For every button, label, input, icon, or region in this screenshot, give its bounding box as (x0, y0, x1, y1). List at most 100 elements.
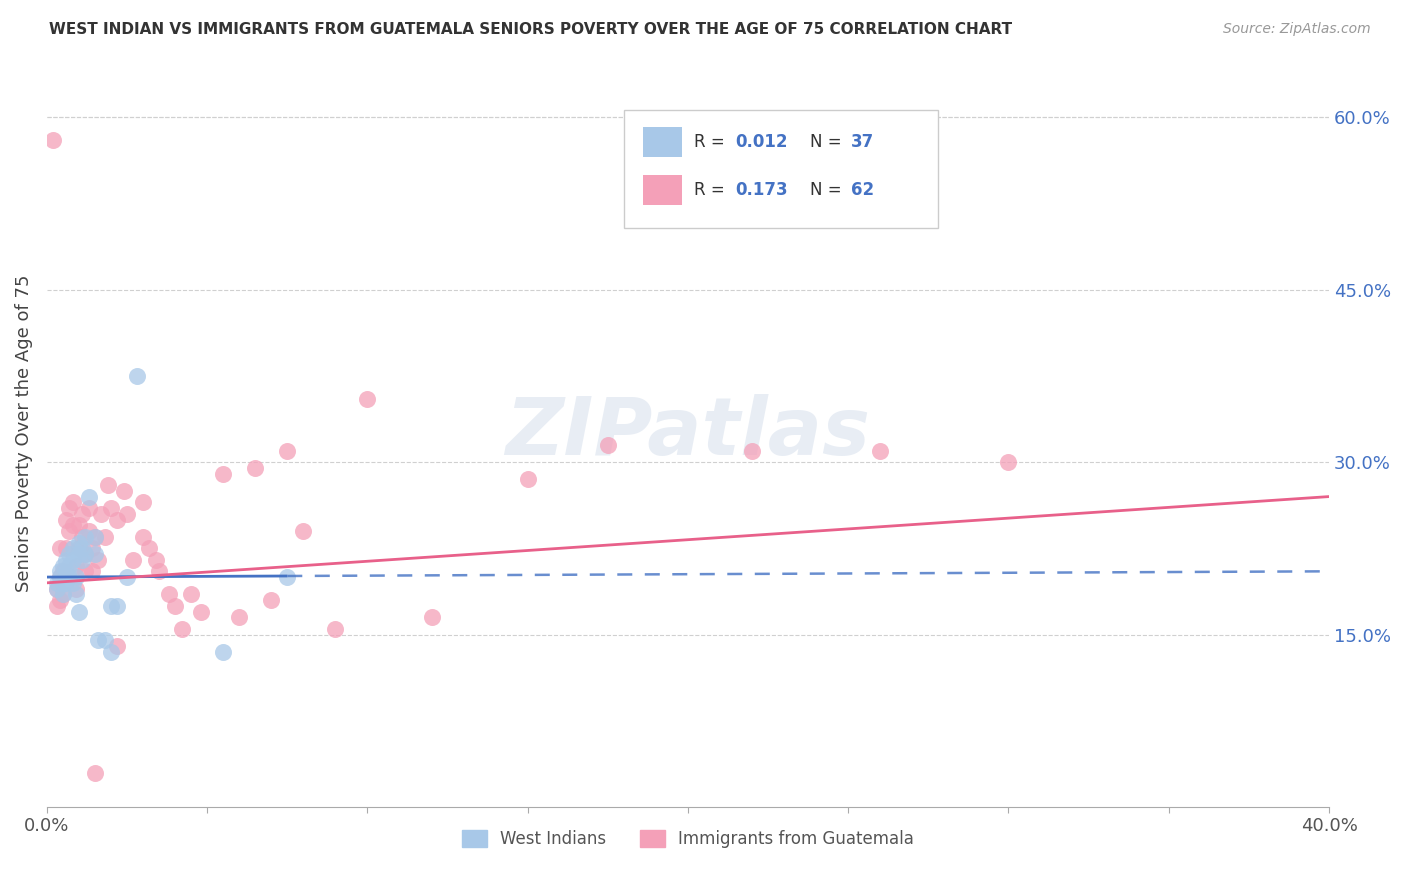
Point (84, 530, 107, 544)
Point (260, 593, 283, 607)
Point (107, 639, 129, 653)
Point (138, 541, 160, 556)
Point (245, 460, 267, 475)
Point (122, 553, 145, 567)
Point (75, 547, 97, 561)
Point (148, 564, 170, 578)
Point (75, 564, 97, 578)
Point (62, 541, 84, 556)
Text: Source: ZipAtlas.com: Source: ZipAtlas.com (1223, 22, 1371, 37)
FancyBboxPatch shape (624, 110, 938, 227)
Point (125, 368, 148, 383)
Point (741, 443, 763, 458)
Point (145, 553, 167, 567)
Point (52, 587, 75, 601)
Point (55, 575, 77, 590)
Point (157, 587, 180, 601)
Text: R =: R = (695, 181, 730, 200)
Point (65, 570, 87, 584)
Point (97, 478, 120, 492)
Point (70, 553, 93, 567)
Point (997, 455, 1019, 469)
Point (70, 541, 93, 556)
Point (62, 575, 84, 590)
Point (100, 599, 122, 613)
Point (67, 518, 90, 533)
Point (112, 483, 135, 498)
Point (45, 582, 67, 596)
Point (62, 495, 84, 509)
Point (48, 570, 70, 584)
Point (80, 541, 103, 556)
Point (77, 524, 100, 538)
Point (165, 599, 187, 613)
Point (77, 501, 100, 516)
Text: 37: 37 (851, 133, 875, 151)
Point (869, 443, 891, 458)
Point (100, 645, 122, 659)
Point (48, 593, 70, 607)
Point (212, 645, 235, 659)
Text: R =: R = (695, 133, 730, 151)
Point (52, 564, 75, 578)
Point (52, 575, 75, 590)
Point (55, 512, 77, 526)
Point (48, 570, 70, 584)
Text: 0.173: 0.173 (735, 181, 787, 200)
Point (132, 495, 155, 509)
Point (75, 530, 97, 544)
Text: ZIPatlas: ZIPatlas (505, 394, 870, 473)
Text: N =: N = (810, 133, 846, 151)
Point (58, 501, 80, 516)
FancyBboxPatch shape (643, 127, 682, 157)
Point (132, 530, 155, 544)
Point (84, 530, 107, 544)
Text: N =: N = (810, 181, 846, 200)
Point (180, 587, 202, 601)
Point (62, 518, 84, 533)
Point (115, 507, 138, 521)
Point (276, 443, 298, 458)
Point (45, 582, 67, 596)
Point (84, 547, 107, 561)
Text: 62: 62 (851, 181, 875, 200)
Point (67, 541, 90, 556)
Point (84, 765, 107, 780)
Point (292, 524, 315, 538)
FancyBboxPatch shape (643, 176, 682, 205)
Y-axis label: Seniors Poverty Over the Age of 75: Seniors Poverty Over the Age of 75 (15, 275, 32, 592)
Point (55, 564, 77, 578)
Point (67, 605, 90, 619)
Point (45, 599, 67, 613)
Point (93, 633, 115, 648)
Point (100, 501, 122, 516)
Point (190, 605, 212, 619)
Point (48, 541, 70, 556)
Legend: West Indians, Immigrants from Guatemala: West Indians, Immigrants from Guatemala (456, 823, 921, 855)
Point (62, 553, 84, 567)
Point (67, 535, 90, 549)
Text: WEST INDIAN VS IMMIGRANTS FROM GUATEMALA SENIORS POVERTY OVER THE AGE OF 75 CORR: WEST INDIAN VS IMMIGRANTS FROM GUATEMALA… (49, 22, 1012, 37)
Point (212, 467, 235, 481)
Point (87, 553, 110, 567)
Point (516, 472, 538, 486)
Point (70, 530, 93, 544)
Point (107, 599, 129, 613)
Point (93, 530, 115, 544)
Point (70, 507, 93, 521)
Point (77, 490, 100, 504)
Point (58, 547, 80, 561)
Point (52, 587, 75, 601)
Point (107, 512, 129, 526)
Point (325, 622, 347, 636)
Point (55, 541, 77, 556)
Point (45, 575, 67, 590)
Point (42, 133, 65, 147)
Point (228, 610, 250, 624)
Point (65, 587, 87, 601)
Point (87, 633, 110, 648)
Point (115, 570, 138, 584)
Point (420, 610, 443, 624)
Point (80, 564, 103, 578)
Point (90, 507, 112, 521)
